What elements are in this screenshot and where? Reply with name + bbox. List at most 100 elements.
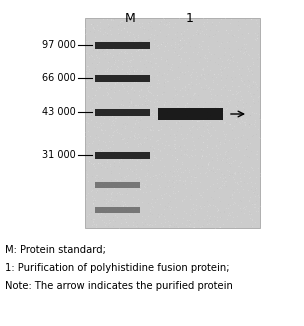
Point bbox=[135, 221, 140, 226]
Point bbox=[218, 215, 223, 220]
Point bbox=[114, 126, 119, 131]
Point bbox=[215, 71, 220, 77]
Point bbox=[155, 211, 160, 216]
Point bbox=[198, 170, 203, 176]
Point bbox=[252, 79, 257, 84]
Point bbox=[163, 16, 168, 22]
Point bbox=[99, 76, 104, 81]
Point bbox=[157, 121, 162, 126]
Point bbox=[205, 71, 210, 76]
Point bbox=[250, 218, 254, 223]
Point bbox=[246, 77, 250, 82]
Point bbox=[130, 111, 135, 116]
Point bbox=[195, 31, 200, 36]
Point bbox=[165, 56, 170, 61]
Point bbox=[228, 163, 233, 168]
Point bbox=[198, 133, 203, 138]
Point bbox=[152, 173, 157, 178]
Point bbox=[147, 188, 152, 193]
Point bbox=[155, 211, 160, 216]
Point bbox=[98, 84, 103, 89]
Point bbox=[89, 173, 94, 179]
Point bbox=[206, 159, 211, 165]
Point bbox=[222, 46, 227, 51]
Point bbox=[101, 110, 106, 115]
Point bbox=[87, 141, 92, 146]
Point bbox=[239, 220, 244, 225]
Point bbox=[205, 109, 209, 114]
Point bbox=[150, 175, 155, 180]
Point bbox=[123, 50, 127, 55]
Point bbox=[143, 102, 147, 107]
Point bbox=[111, 56, 116, 61]
Point bbox=[146, 28, 151, 33]
Point bbox=[244, 51, 249, 56]
Point bbox=[112, 89, 117, 94]
Point bbox=[203, 120, 208, 125]
Point bbox=[229, 55, 234, 61]
Point bbox=[252, 117, 257, 122]
Point bbox=[178, 124, 183, 129]
Point bbox=[198, 180, 203, 185]
Point bbox=[114, 52, 119, 57]
Point bbox=[178, 32, 183, 37]
Point bbox=[97, 56, 102, 61]
Point bbox=[90, 197, 95, 202]
Point bbox=[155, 170, 160, 175]
Point bbox=[170, 184, 175, 189]
Point bbox=[133, 219, 138, 224]
Point bbox=[224, 75, 229, 81]
Point bbox=[212, 52, 216, 57]
Point bbox=[134, 117, 139, 122]
Point bbox=[168, 146, 173, 151]
Point bbox=[163, 16, 168, 22]
Point bbox=[224, 57, 229, 63]
Point bbox=[199, 194, 204, 199]
Point bbox=[220, 39, 225, 44]
Point bbox=[229, 55, 234, 61]
Point bbox=[93, 166, 98, 171]
Point bbox=[85, 178, 90, 184]
Point bbox=[103, 127, 108, 133]
Point bbox=[215, 29, 220, 34]
Point bbox=[105, 198, 110, 203]
Point bbox=[178, 174, 183, 179]
Point bbox=[135, 47, 140, 52]
Point bbox=[205, 86, 210, 91]
Point bbox=[201, 73, 206, 78]
Point bbox=[92, 160, 96, 165]
Point bbox=[85, 151, 89, 156]
Point bbox=[202, 202, 206, 207]
Point bbox=[178, 46, 182, 51]
Point bbox=[116, 183, 120, 188]
Point bbox=[177, 143, 182, 149]
Point bbox=[155, 80, 160, 85]
Point bbox=[250, 200, 255, 206]
Point bbox=[222, 16, 227, 21]
Point bbox=[131, 101, 136, 107]
Point bbox=[248, 64, 253, 69]
Point bbox=[196, 118, 201, 124]
Point bbox=[247, 121, 252, 126]
Point bbox=[118, 21, 123, 26]
Point bbox=[146, 60, 150, 65]
Point bbox=[216, 61, 221, 66]
Point bbox=[159, 211, 164, 216]
Point bbox=[210, 146, 215, 151]
Point bbox=[224, 160, 229, 165]
Point bbox=[157, 115, 161, 120]
Point bbox=[165, 40, 170, 45]
Point bbox=[159, 171, 164, 177]
Point bbox=[138, 38, 143, 43]
Point bbox=[99, 147, 104, 153]
Point bbox=[209, 168, 213, 173]
Point bbox=[194, 32, 199, 37]
Point bbox=[251, 92, 256, 97]
Point bbox=[250, 109, 255, 114]
Point bbox=[148, 47, 153, 52]
Point bbox=[169, 173, 174, 178]
Point bbox=[224, 120, 229, 125]
Point bbox=[227, 171, 232, 176]
Point bbox=[116, 32, 121, 37]
Point bbox=[139, 158, 144, 163]
